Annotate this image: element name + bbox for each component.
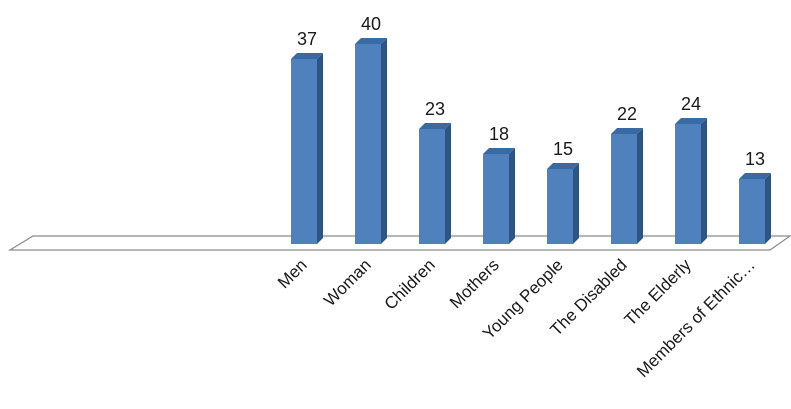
bar <box>291 59 317 244</box>
bar-side <box>765 173 771 244</box>
category-label: Men <box>274 255 311 292</box>
category-label: Members of Ethnic… <box>633 255 759 381</box>
bar-side <box>381 38 387 244</box>
bar-top <box>355 38 387 44</box>
bar-top <box>291 53 323 59</box>
data-label: 22 <box>617 104 637 124</box>
bar-group <box>419 123 451 244</box>
data-label: 24 <box>681 94 701 114</box>
bar-side <box>573 163 579 244</box>
bar-group <box>611 128 643 244</box>
bar <box>355 44 381 244</box>
bars-layer <box>291 38 771 244</box>
data-label: 37 <box>297 29 317 49</box>
category-label: Mothers <box>446 255 503 312</box>
bar-group <box>355 38 387 244</box>
bar-group <box>739 173 771 244</box>
chart-floor <box>7 235 791 251</box>
chart-floor-layer <box>7 235 791 251</box>
bar-group <box>291 53 323 244</box>
bar-group <box>547 163 579 244</box>
bar-side <box>445 123 451 244</box>
bar-top <box>419 123 451 129</box>
bar <box>483 154 509 244</box>
bar <box>739 179 765 244</box>
bar <box>611 134 637 244</box>
bar-side <box>317 53 323 244</box>
data-label: 18 <box>489 124 509 144</box>
bar-top <box>675 118 707 124</box>
data-label: 23 <box>425 99 445 119</box>
bar-side <box>637 128 643 244</box>
category-label: Woman <box>320 255 375 310</box>
data-label: 40 <box>361 14 381 34</box>
data-label: 13 <box>745 149 765 169</box>
category-label: Children <box>381 255 439 313</box>
bar-top <box>483 148 515 154</box>
bar-top <box>547 163 579 169</box>
bar-top <box>611 128 643 134</box>
bar <box>547 169 573 244</box>
bar <box>419 129 445 244</box>
data-labels-layer: 37 40 23 18 15 22 24 13 <box>297 14 765 169</box>
bar-side <box>701 118 707 244</box>
bar-group <box>675 118 707 244</box>
bar-group <box>483 148 515 244</box>
data-label: 15 <box>553 139 573 159</box>
bar-top <box>739 173 771 179</box>
bar-side <box>509 148 515 244</box>
bar <box>675 124 701 244</box>
